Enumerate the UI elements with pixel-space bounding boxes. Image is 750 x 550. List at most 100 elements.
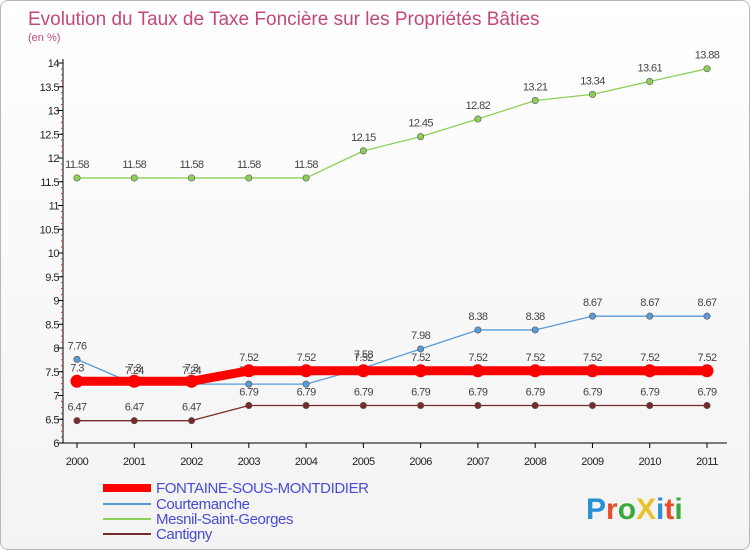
axes: 66.577.588.599.51010.51111.51212.51313.5… [40,58,727,468]
data-label: 7.24 [125,365,144,377]
data-point [643,364,657,378]
series-line [77,366,707,386]
x-tick-label: 2011 [696,456,718,468]
data-label: 6.47 [67,402,86,414]
data-label: 7.58 [354,349,373,361]
series-line [77,404,707,422]
y-tick-label: 7.5 [45,367,59,379]
data-label: 6.79 [411,386,430,398]
series-mesnil-saint-georges: 11.58 11.58 11.58 11.58 11.58 12.15 12.45 12.82… [65,50,720,182]
data-label: 6.79 [583,386,602,398]
data-label: 13.61 [637,63,662,75]
series-line [77,68,708,179]
x-tick-label: 2006 [409,456,432,468]
data-point [245,401,253,409]
data-label: 7.52 [468,352,487,364]
y-tick-label: 10.5 [40,224,60,236]
data-label: 6.79 [239,386,258,398]
data-label: 6.79 [697,386,716,398]
data-point [73,417,81,425]
y-tick-label: 14 [48,58,60,70]
logo-letter: t [664,493,674,526]
x-tick-label: 2001 [123,456,146,468]
data-point [703,401,711,409]
x-tick-label: 2010 [638,456,661,468]
data-point [130,174,138,182]
y-tick-label: 12.5 [40,129,60,141]
data-point [588,401,596,409]
data-point [356,364,370,378]
series-fontaine-sous-montdidier: 7.3 7.3 7.37.52 7.52 7.52 7.52 7.52 7.52 7.52 7.5… [70,352,718,388]
data-point [188,174,196,182]
y-tick-label: 9 [53,296,59,308]
logo-letter: P [586,493,606,526]
data-label: 13.34 [580,75,605,87]
data-label: 6.79 [640,386,659,398]
data-point [474,326,482,334]
data-label: 7.52 [526,352,545,364]
data-point [531,326,539,334]
data-label: 7.52 [411,352,430,364]
data-label: 7.52 [640,352,659,364]
logo-letter: X [636,493,656,526]
data-label: 7.3 [128,362,142,374]
legend-label: FONTAINE-SOUS-MONTDIDIER [156,480,369,497]
data-point [73,174,81,182]
chart-subtitle: (en %) [28,32,60,44]
data-label: 7.52 [239,352,258,364]
data-label: 6.47 [125,402,144,414]
data-point [242,364,256,378]
data-label: 8.67 [697,297,716,309]
data-label: 7.3 [70,362,84,374]
data-label: 12.15 [351,132,376,144]
data-point [646,312,654,320]
data-point [417,133,425,141]
data-label: 6.79 [297,386,316,398]
data-point [474,401,482,409]
y-tick-label: 12 [48,153,60,165]
data-point [130,417,138,425]
data-point [302,380,310,388]
logo-letter: i [656,493,664,526]
proxiti-logo: ProXiti [586,493,683,526]
data-point [646,401,654,409]
data-point [474,115,482,123]
data-label: 8.38 [468,311,487,323]
x-tick-label: 2005 [352,456,375,468]
data-label: 12.45 [408,118,433,130]
data-point [646,78,654,86]
data-point [302,174,310,182]
logo-letter: o [618,493,636,526]
x-tick-label: 2003 [238,456,261,468]
x-tick-label: 2007 [467,456,490,468]
data-point [359,147,367,155]
data-label: 13.88 [695,50,720,62]
data-label: 11.58 [294,159,318,171]
series-cantigny: 6.47 6.47 6.47 6.79 6.79 6.79 6.79 6.79 6.79 6.79… [67,386,718,425]
data-label: 7.98 [411,330,430,342]
data-label: 6.47 [182,402,201,414]
data-point [302,401,310,409]
data-point [528,364,542,378]
data-point [703,312,711,320]
y-tick-label: 11 [49,201,60,213]
logo-text: ProXiti [586,493,683,526]
legend-label: Cantigny [156,526,213,543]
data-label: 13.21 [523,82,548,94]
y-tick-label: 6.5 [45,414,59,426]
x-tick-label: 2000 [66,456,89,468]
data-label: 12.82 [466,100,491,112]
data-label: 7.52 [297,352,316,364]
y-tick-label: 6 [53,438,59,450]
data-point [245,174,253,182]
legend-label: Courtemanche [156,496,250,513]
data-point [700,364,714,378]
data-label: 6.79 [468,386,487,398]
logo-letter: i [674,493,682,526]
data-point [417,401,425,409]
data-point [588,312,596,320]
data-label: 7.52 [697,352,716,364]
data-label: 7.52 [354,352,373,364]
data-point [299,364,313,378]
